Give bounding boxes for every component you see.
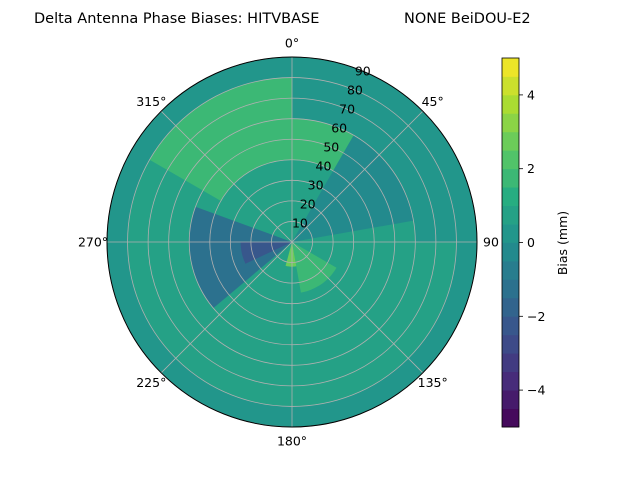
radial-tick-label: 40 [316, 159, 332, 174]
colorbar-band [502, 371, 519, 391]
radial-tick-label: 70 [339, 102, 355, 117]
colorbar-tick-label: 4 [527, 87, 535, 102]
colorbar-band [502, 76, 519, 96]
angle-tick-label: 135° [418, 375, 448, 390]
angle-tick-labels: 0° 45° 90 135° 180° 225° 270° 315° [78, 36, 499, 449]
radial-tick-label: 60 [331, 121, 347, 136]
colorbar-band [502, 205, 519, 225]
angular-gridline [160, 241, 293, 374]
angular-gridline [160, 110, 293, 243]
contour-band [189, 206, 292, 309]
angular-gridline [291, 110, 424, 243]
colorbar-band [502, 113, 519, 133]
colorbar-band [502, 390, 519, 409]
polar-frame [106, 56, 478, 428]
colorbar-band [502, 242, 519, 262]
colorbar: −4 −2 0 2 4 Bias (mm) [501, 57, 570, 428]
polar-grid [106, 56, 478, 428]
colorbar-label: Bias (mm) [555, 211, 570, 275]
chart-title-left: Delta Antenna Phase Biases: HITVBASE [34, 11, 319, 27]
colorbar-tick-label: 2 [527, 161, 535, 176]
radial-tick-label: 50 [323, 140, 339, 155]
angular-gridline [291, 241, 424, 374]
colorbar-band [502, 316, 519, 336]
angle-tick-label: 270° [78, 235, 108, 250]
radial-tick-label: 20 [300, 197, 316, 212]
radial-tick-labels: 10 20 30 40 50 60 70 80 90 [292, 64, 371, 231]
colorbar-tick-label: −4 [527, 383, 545, 398]
colorbar-band [502, 94, 519, 114]
colorbar-band [502, 334, 519, 354]
contour-band [292, 242, 337, 293]
angle-tick-label: 225° [136, 375, 166, 390]
radial-tick-label: 80 [347, 83, 363, 98]
radial-tick-label: 90 [355, 64, 371, 79]
angle-tick-label: 0° [285, 36, 299, 51]
angle-tick-label: 45° [422, 94, 444, 109]
colorbar-band [502, 297, 519, 317]
colorbar-band [502, 168, 519, 188]
contour-band [285, 242, 297, 267]
contour-band [292, 135, 414, 242]
angle-tick-label: 180° [277, 434, 307, 449]
polar-plot-area: 0° 45° 90 135° 180° 225° 270° 315° 10 20 30 40 50 60… [78, 36, 499, 449]
angle-tick-label: 90 [483, 235, 499, 250]
angle-tick-label: 315° [136, 94, 166, 109]
colorbar-tick-label: 0 [527, 235, 535, 250]
colorbar-ticks: −4 −2 0 2 4 [519, 87, 545, 398]
colorbar-band [502, 353, 519, 373]
colorbar-band [502, 260, 519, 280]
colorbar-band [502, 150, 519, 170]
colorbar-band [502, 408, 519, 428]
colorbar-band [502, 224, 519, 243]
colorbar-bands [502, 58, 519, 428]
colorbar-band [502, 131, 519, 151]
colorbar-band [502, 279, 519, 299]
colorbar-band [502, 187, 519, 206]
radial-tick-label: 30 [308, 178, 324, 193]
chart-title-right: NONE BeiDOU-E2 [404, 11, 531, 27]
radial-tick-label: 10 [292, 216, 308, 231]
contour-band [240, 242, 292, 264]
colorbar-tick-label: −2 [527, 309, 545, 324]
colorbar-band [502, 58, 519, 77]
